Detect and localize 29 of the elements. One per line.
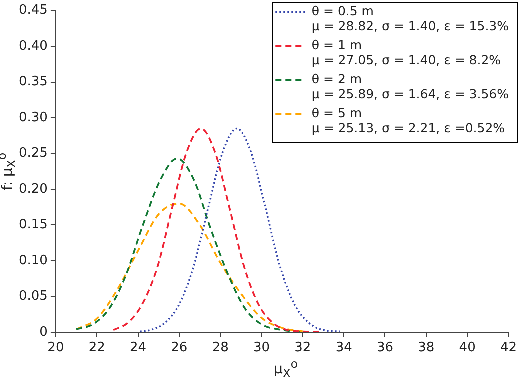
y-tick-label: 0 xyxy=(40,324,48,340)
x-tick-label: 42 xyxy=(500,340,517,356)
line-series xyxy=(139,128,341,332)
x-tick-label: 40 xyxy=(459,340,476,356)
y-tick-label: 0.25 xyxy=(18,146,48,162)
x-tick-label: 28 xyxy=(212,340,229,356)
legend-label: θ = 0.5 m μ = 28.82, σ = 1.40, ε = 15.3% xyxy=(312,4,510,34)
line-series xyxy=(76,202,304,332)
y-tick-label: 0.10 xyxy=(18,253,48,268)
legend-label: θ = 1 m μ = 27.05, σ = 1.40, ε = 8.2% xyxy=(312,38,502,68)
x-tick-label: 32 xyxy=(294,340,312,356)
x-tick-label: 36 xyxy=(376,340,394,356)
legend-label: θ = 5 m μ = 25.13, σ = 2.21, ε =0.52% xyxy=(312,106,506,136)
x-tick-label: 22 xyxy=(88,340,106,356)
x-tick-label: 20 xyxy=(48,340,64,356)
y-tick-label: 0.05 xyxy=(18,289,48,304)
y-tick-label: 0.20 xyxy=(18,182,48,197)
y-tick-label: 0.15 xyxy=(18,218,48,233)
x-tick-label: 30 xyxy=(253,340,270,356)
y-tick-label: 0.30 xyxy=(18,110,48,126)
legend-label: θ = 2 m μ = 25.89, σ = 1.64, ε = 3.56% xyxy=(312,72,510,102)
y-tick-label: 0.35 xyxy=(18,74,48,90)
x-tick-label: 24 xyxy=(130,340,147,356)
y-tick-label: 0.40 xyxy=(18,38,48,54)
x-tick-label: 34 xyxy=(336,340,352,356)
x-tick-label: 26 xyxy=(171,340,188,356)
line-series xyxy=(112,128,320,332)
y-tick-label: 0.45 xyxy=(18,3,48,18)
x-tick-label: 38 xyxy=(418,340,435,356)
